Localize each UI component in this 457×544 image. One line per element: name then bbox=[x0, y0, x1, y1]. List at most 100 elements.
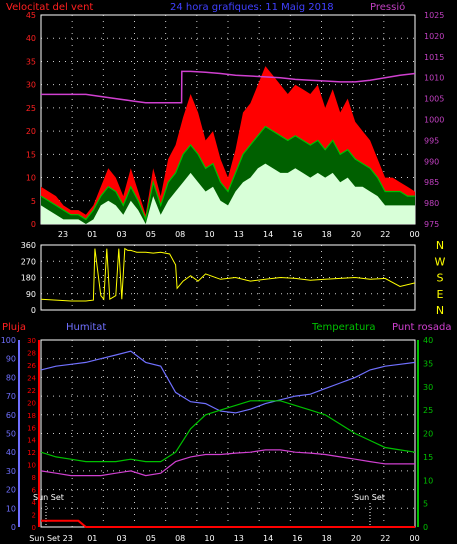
temperature-ytick-label: 30 bbox=[423, 383, 433, 392]
humidity-ytick-label: 0 bbox=[11, 523, 16, 532]
rain-ytick-label: 4 bbox=[32, 499, 37, 507]
rain-ytick-label: 28 bbox=[27, 349, 36, 357]
pressure-line bbox=[41, 70, 416, 104]
compass-label: N bbox=[436, 239, 444, 252]
compass-label: W bbox=[435, 255, 446, 268]
humidity-ytick-label: 80 bbox=[6, 373, 16, 382]
humidity-ytick-label: 20 bbox=[6, 486, 16, 495]
compass-label: S bbox=[437, 272, 444, 285]
pressure-ytick-label: 980 bbox=[424, 199, 439, 208]
rain-ytick-label: 2 bbox=[32, 512, 36, 520]
wind-ytick-label: 20 bbox=[26, 127, 36, 136]
rain-ytick-label: 10 bbox=[27, 462, 36, 470]
humidity-ytick-label: 50 bbox=[6, 430, 16, 439]
pressure-ytick-label: 1000 bbox=[424, 116, 444, 125]
direction-ytick-label: 0 bbox=[31, 306, 36, 315]
wind-base-area bbox=[41, 163, 415, 224]
wind-xtick-label: 03 bbox=[117, 230, 127, 239]
wind-xtick-label: 13 bbox=[234, 230, 244, 239]
humidity-line bbox=[40, 350, 416, 414]
wind-ytick-label: 0 bbox=[31, 220, 36, 229]
wind-xtick-label: 05 bbox=[146, 230, 156, 239]
rain-ytick-label: 16 bbox=[27, 424, 36, 432]
climate-xtick-label: 01 bbox=[87, 534, 97, 543]
pressure-ytick-label: 1020 bbox=[424, 32, 444, 41]
wind-ytick-label: 25 bbox=[26, 104, 36, 113]
temperature-line bbox=[40, 400, 416, 463]
wind-xtick-label: 23 bbox=[58, 230, 68, 239]
compass-label: E bbox=[437, 288, 444, 301]
rain-ytick-label: 26 bbox=[27, 362, 36, 370]
temperature-ytick-label: 5 bbox=[423, 500, 428, 509]
temperature-ytick-label: 40 bbox=[423, 336, 433, 345]
pressure-ytick-label: 1005 bbox=[424, 95, 444, 104]
humidity-ytick-label: 40 bbox=[6, 448, 16, 457]
rain-ytick-label: 14 bbox=[27, 437, 36, 445]
dewpoint-line bbox=[40, 449, 415, 477]
direction-ytick-label: 180 bbox=[21, 274, 36, 283]
climate-xtick-label: 10 bbox=[204, 534, 214, 543]
wind-ytick-label: 5 bbox=[31, 197, 36, 206]
wind-ytick-label: 10 bbox=[26, 174, 36, 183]
wind-avg-line bbox=[40, 125, 415, 222]
temperature-ytick-label: 25 bbox=[423, 406, 433, 415]
climate-xtick-label: 22 bbox=[380, 534, 390, 543]
compass-label: N bbox=[436, 304, 444, 317]
rain-ytick-label: 6 bbox=[32, 487, 37, 495]
wind-ytick-label: 30 bbox=[26, 81, 36, 90]
humidity-ytick-label: 70 bbox=[6, 392, 16, 401]
climate-xtick-label: 13 bbox=[234, 534, 244, 543]
rain-ytick-label: 0 bbox=[32, 524, 36, 532]
direction-ytick-label: 270 bbox=[21, 257, 36, 266]
wind-xtick-label: 22 bbox=[380, 230, 390, 239]
climate-xtick-label: 03 bbox=[117, 534, 127, 543]
direction-line bbox=[40, 247, 416, 302]
direction-ytick-label: 90 bbox=[26, 290, 36, 299]
pressure-ytick-label: 1025 bbox=[424, 11, 444, 20]
humidity-ytick-label: 90 bbox=[6, 355, 16, 364]
climate-xtick-label: 16 bbox=[292, 534, 302, 543]
pressure-ytick-label: 1015 bbox=[424, 53, 444, 62]
pressure-ytick-label: 985 bbox=[424, 178, 439, 187]
temperature-ytick-label: 10 bbox=[423, 476, 433, 485]
wind-ytick-label: 45 bbox=[26, 11, 36, 20]
rain-ytick-label: 24 bbox=[27, 374, 36, 382]
wind-xtick-label: 16 bbox=[292, 230, 302, 239]
wind-xtick-label: 18 bbox=[322, 230, 332, 239]
direction-ytick-label: 360 bbox=[21, 241, 36, 250]
climate-xtick-label: Sun Set 23 bbox=[29, 534, 73, 543]
rain-label: Pluja bbox=[2, 322, 26, 333]
wind-xtick-label: 20 bbox=[351, 230, 361, 239]
wind-xtick-label: 10 bbox=[204, 230, 214, 239]
temperature-ytick-label: 15 bbox=[423, 453, 433, 462]
sunset-label-left: Sun Set bbox=[33, 493, 64, 502]
sunset-label-right: Sun Set bbox=[354, 493, 385, 502]
pressure-ytick-label: 1010 bbox=[424, 74, 444, 83]
rain-ytick-label: 12 bbox=[27, 449, 36, 457]
pressure-ytick-label: 990 bbox=[424, 157, 439, 166]
wind-ytick-label: 35 bbox=[26, 57, 36, 66]
wind-xtick-label: 01 bbox=[87, 230, 97, 239]
humidity-ytick-label: 10 bbox=[6, 504, 16, 513]
wind-speed-label: Velocitat del vent bbox=[6, 2, 93, 13]
humidity-ytick-label: 60 bbox=[6, 411, 16, 420]
pressure-label: Pressió bbox=[370, 1, 405, 13]
humidity-label: Humitat bbox=[66, 322, 106, 333]
rain-ytick-label: 20 bbox=[27, 399, 36, 407]
temperature-ytick-label: 20 bbox=[423, 430, 433, 439]
climate-xtick-label: 14 bbox=[263, 534, 273, 543]
climate-xtick-label: 20 bbox=[351, 534, 361, 543]
humidity-ytick-label: 30 bbox=[6, 467, 16, 476]
temperature-label: Temperatura bbox=[311, 322, 376, 333]
chart-title: 24 hora grafiques: 11 Maig 2018 bbox=[170, 2, 334, 13]
wind-xtick-label: 14 bbox=[263, 230, 273, 239]
rain-ytick-label: 22 bbox=[27, 387, 36, 395]
pressure-ytick-label: 995 bbox=[424, 136, 439, 145]
climate-xtick-label: 18 bbox=[322, 534, 332, 543]
temperature-ytick-label: 35 bbox=[423, 359, 433, 368]
dewpoint-label: Punt rosada bbox=[392, 322, 451, 333]
climate-xtick-label: 05 bbox=[146, 534, 156, 543]
pressure-ytick-label: 975 bbox=[424, 220, 439, 229]
rain-ytick-label: 18 bbox=[27, 412, 36, 420]
